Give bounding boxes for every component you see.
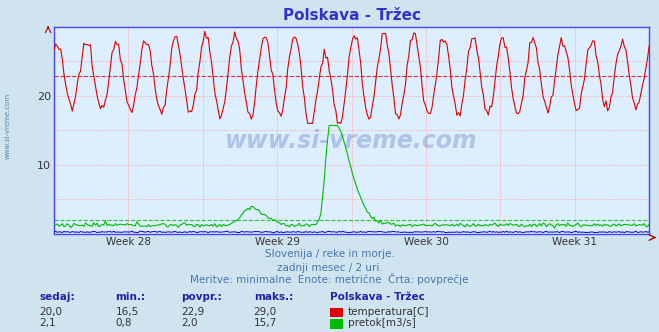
Text: pretok[m3/s]: pretok[m3/s] [348,318,416,328]
Text: www.si-vreme.com: www.si-vreme.com [5,93,11,159]
Text: maks.:: maks.: [254,292,293,302]
Text: 22,9: 22,9 [181,307,204,317]
Text: zadnji mesec / 2 uri.: zadnji mesec / 2 uri. [277,263,382,273]
Text: temperatura[C]: temperatura[C] [348,307,430,317]
Text: www.si-vreme.com: www.si-vreme.com [225,129,478,153]
Text: min.:: min.: [115,292,146,302]
Text: 0,8: 0,8 [115,318,132,328]
Text: 29,0: 29,0 [254,307,277,317]
Text: Slovenija / reke in morje.: Slovenija / reke in morje. [264,249,395,259]
Text: 2,0: 2,0 [181,318,198,328]
Text: sedaj:: sedaj: [40,292,75,302]
Text: Meritve: minimalne  Enote: metrične  Črta: povprečje: Meritve: minimalne Enote: metrične Črta:… [190,273,469,285]
Text: 16,5: 16,5 [115,307,138,317]
Text: 2,1: 2,1 [40,318,56,328]
Text: povpr.:: povpr.: [181,292,222,302]
Text: 15,7: 15,7 [254,318,277,328]
Text: 20,0: 20,0 [40,307,63,317]
Title: Polskava - Tržec: Polskava - Tržec [283,8,420,23]
Text: Polskava - Tržec: Polskava - Tržec [330,292,424,302]
